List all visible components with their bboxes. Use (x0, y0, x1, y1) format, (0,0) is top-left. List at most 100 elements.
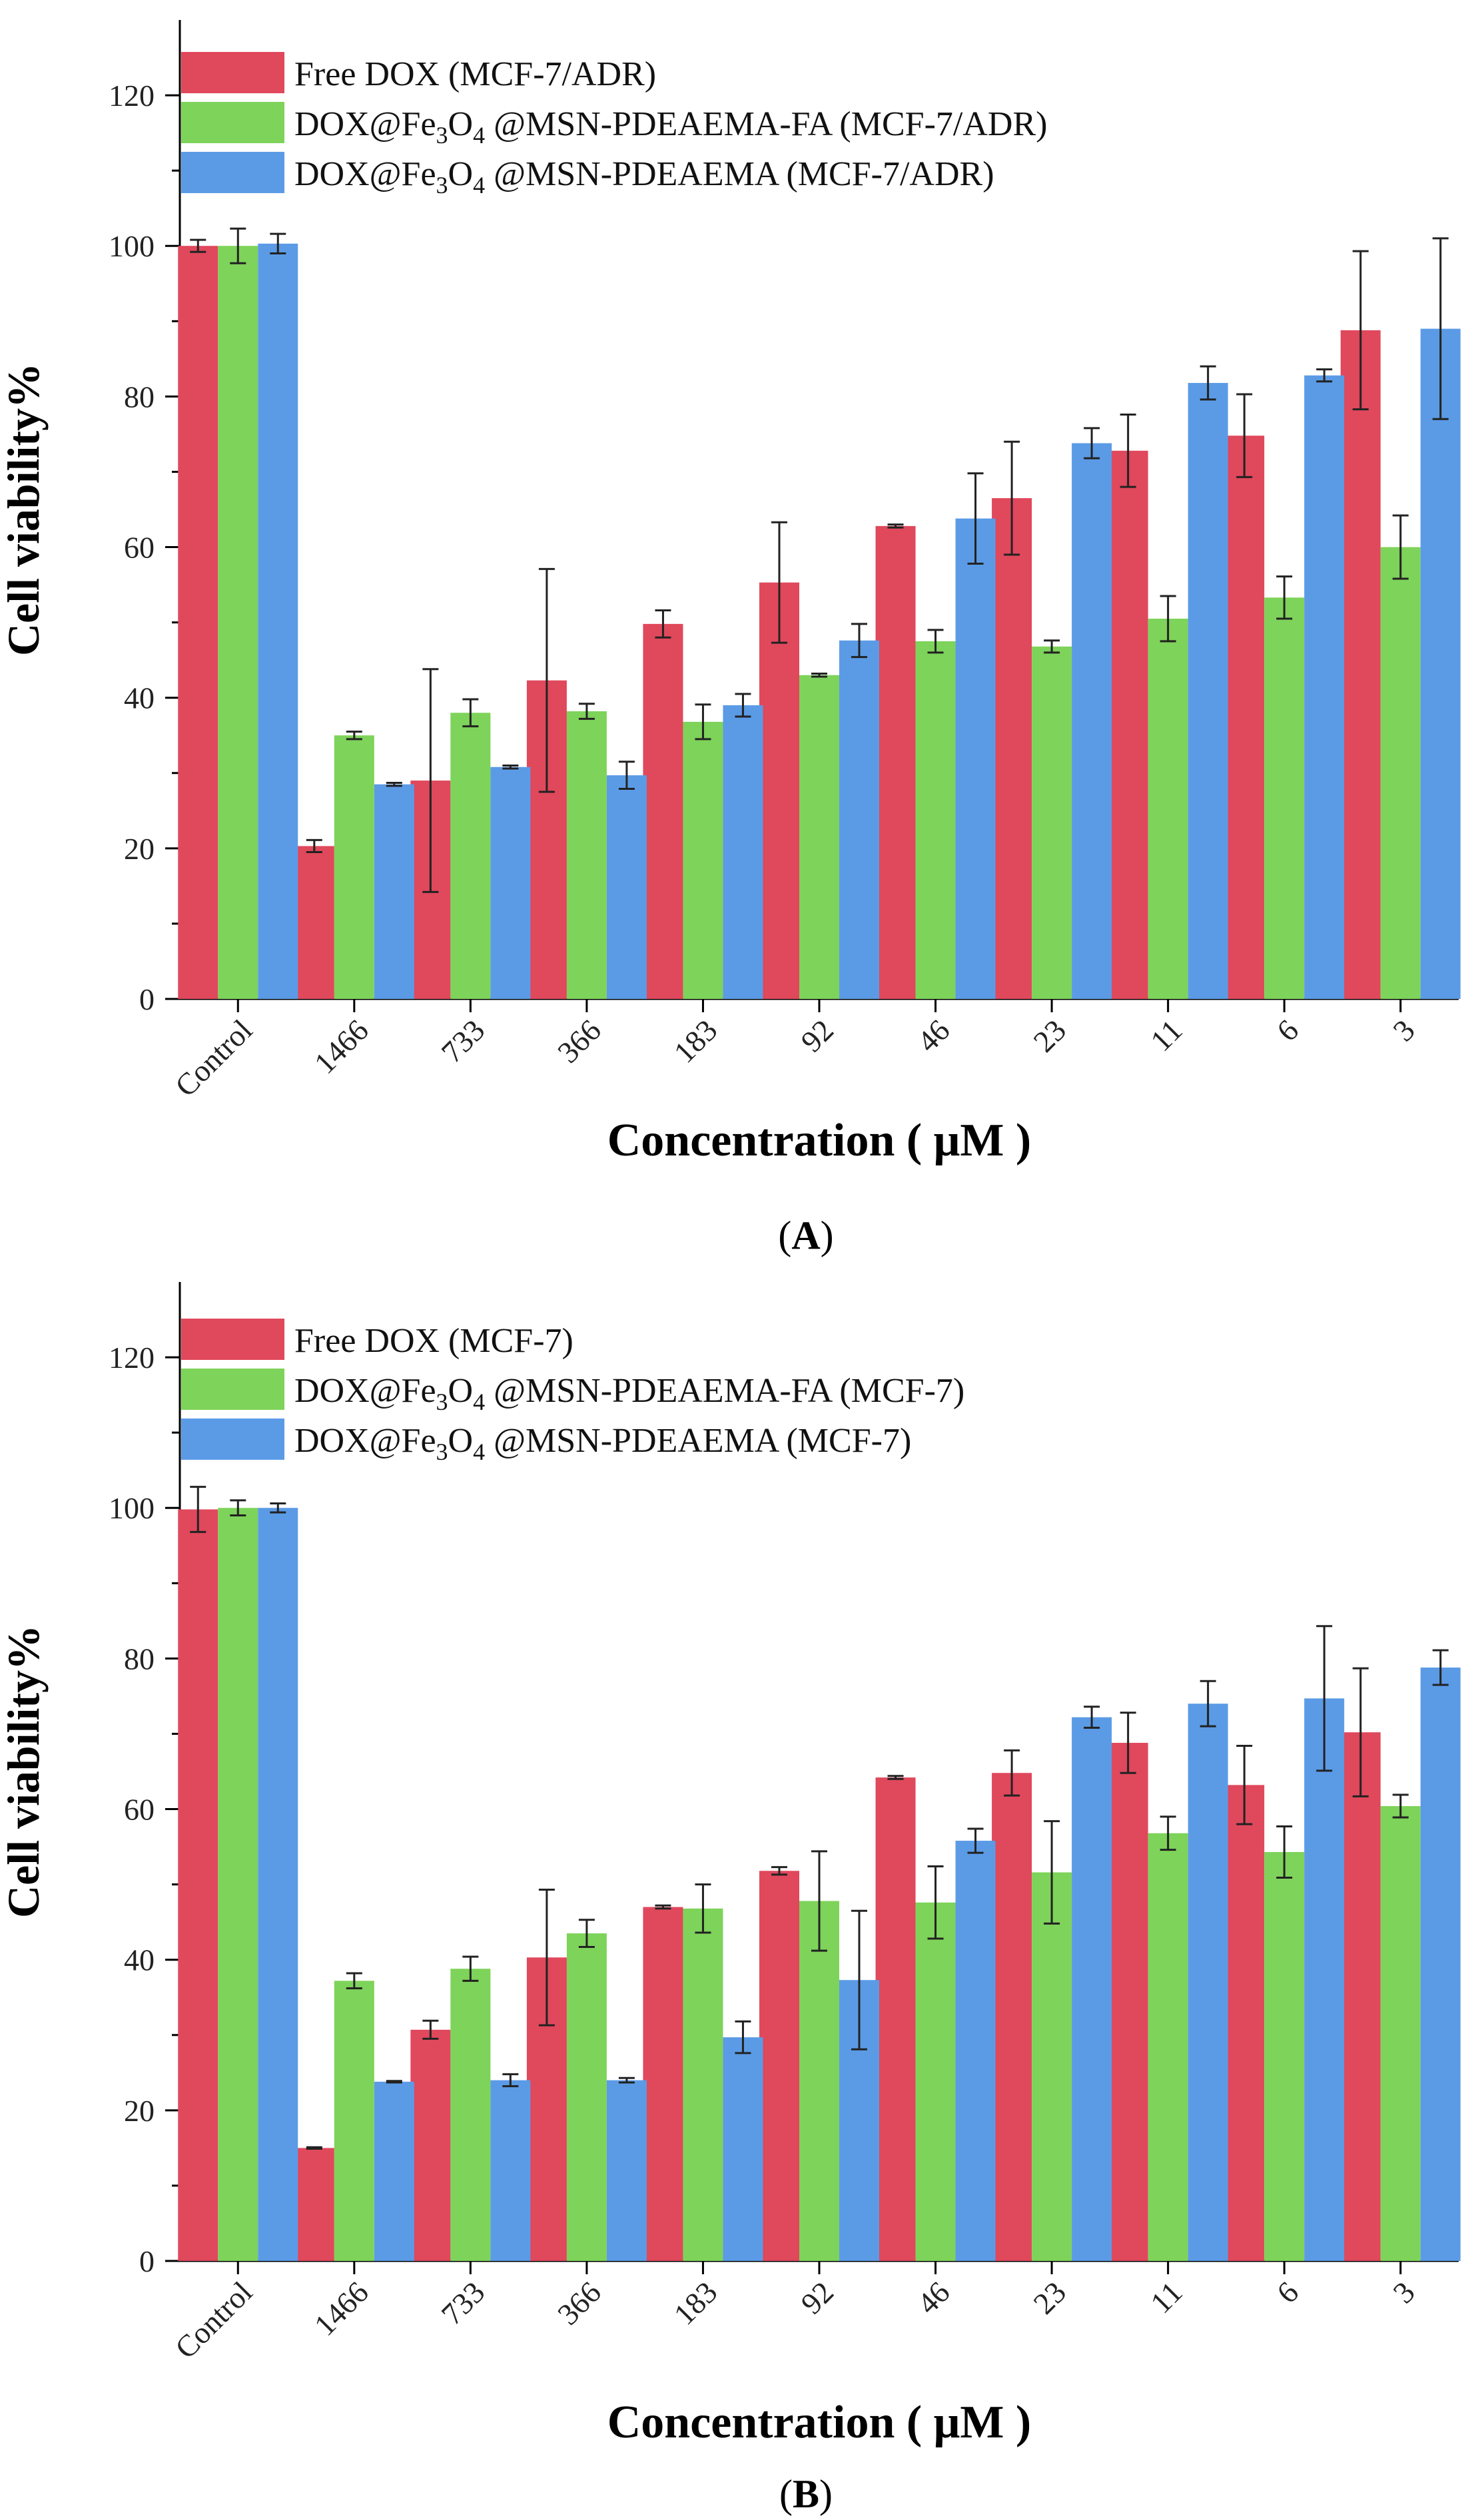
panel-label-paren: ) (819, 2472, 833, 2516)
bar (643, 623, 683, 999)
legend-text-part: O (448, 1422, 474, 1460)
x-axis-title: Concentration ( μM ) (607, 2397, 1032, 2448)
bar (1148, 1833, 1188, 2261)
bar (1032, 646, 1072, 999)
panel-label: (A) (778, 1213, 833, 1257)
y-tick-label: 20 (124, 832, 155, 866)
bar (1072, 443, 1112, 999)
bar (258, 243, 298, 999)
bar (1264, 1851, 1305, 2261)
bar (450, 713, 491, 999)
x-tick-label: 366 (551, 2275, 607, 2332)
bar (606, 775, 647, 999)
y-axis-title: Cell viability% (0, 363, 49, 656)
bar (410, 2029, 451, 2261)
bar (1380, 547, 1421, 999)
x-tick-label: 3 (1386, 1013, 1421, 1048)
bar (1264, 597, 1305, 999)
bar (374, 784, 414, 999)
legend-text-part: 3 (436, 1389, 448, 1415)
legend-swatch (181, 1369, 284, 1410)
legend-text-part: 3 (436, 1438, 448, 1465)
panel-label: (B) (779, 2472, 833, 2516)
y-tick-label: 100 (109, 1491, 155, 1525)
y-tick-label: 120 (109, 79, 155, 113)
bar (334, 735, 374, 999)
x-tick-label: 1466 (308, 1013, 375, 1080)
bar (1304, 1698, 1345, 2261)
bar (839, 640, 879, 999)
bar (643, 1907, 683, 2261)
legend-entry: DOX@Fe3O4 @MSN-PDEAEMA (MCF-7) (294, 1422, 911, 1465)
bar (1188, 1704, 1228, 2261)
x-tick-label: 6 (1270, 2275, 1305, 2310)
bar (955, 518, 996, 999)
bar (955, 1841, 996, 2261)
bar (759, 1871, 799, 2261)
x-tick-label: 46 (911, 1013, 956, 1059)
y-tick-label: 120 (109, 1341, 155, 1375)
legend-entry: Free DOX (MCF-7) (294, 1322, 573, 1360)
x-tick-label: 11 (1144, 2275, 1188, 2320)
bar (566, 1933, 607, 2261)
bar (178, 1509, 218, 2261)
bar (723, 2037, 763, 2261)
y-tick-label: 0 (139, 2244, 155, 2278)
x-tick-label: 366 (551, 1013, 607, 1070)
legend-text-part: Free DOX (MCF-7/ADR) (294, 55, 656, 93)
y-tick-label: 20 (124, 2094, 155, 2128)
x-tick-label: Control (169, 1013, 258, 1103)
y-tick-label: 80 (124, 380, 155, 414)
x-tick-label: 11 (1144, 1013, 1188, 1058)
bar (1032, 1872, 1072, 2261)
panel-label-paren: ) (821, 1213, 834, 1257)
legend-text-part: DOX@Fe (294, 105, 436, 143)
bar (1340, 330, 1381, 999)
x-tick-label: 183 (667, 1013, 724, 1070)
bar (1340, 1732, 1381, 2261)
bar (450, 1969, 491, 2261)
bar (490, 767, 531, 999)
x-tick-label: 23 (1027, 1013, 1073, 1059)
bar (334, 1981, 374, 2261)
bar (374, 2081, 414, 2261)
bar (566, 711, 607, 999)
bar (1148, 618, 1188, 999)
y-tick-label: 100 (109, 229, 155, 263)
legend-text-part: 4 (473, 1438, 485, 1465)
y-tick-label: 60 (124, 1793, 155, 1827)
legend-text-part: Free DOX (MCF-7) (294, 1322, 573, 1360)
x-tick-label: 46 (911, 2275, 956, 2321)
bar (992, 498, 1032, 999)
bar (294, 846, 334, 999)
bar (1108, 1743, 1148, 2261)
legend-text-part: 4 (473, 122, 485, 149)
bar (1224, 436, 1265, 999)
bar (992, 1773, 1032, 2261)
bar (683, 721, 723, 999)
y-tick-label: 40 (124, 1943, 155, 1977)
panel-label-paren: ( (778, 1213, 791, 1257)
bar (799, 1901, 839, 2261)
x-tick-label: 733 (435, 1013, 492, 1070)
bar (723, 705, 763, 999)
x-axis-title: Concentration ( μM ) (607, 1115, 1032, 1166)
legend-text-part: O (448, 1372, 474, 1410)
legend-swatch (181, 1319, 284, 1360)
legend-entry: DOX@Fe3O4 @MSN-PDEAEMA-FA (MCF-7) (294, 1372, 964, 1415)
bar (490, 2080, 531, 2261)
bar (258, 1508, 298, 2261)
legend-entry: Free DOX (MCF-7/ADR) (294, 55, 656, 93)
bar (759, 582, 799, 999)
legend-text-part: 3 (436, 122, 448, 149)
legend-entry: DOX@Fe3O4 @MSN-PDEAEMA-FA (MCF-7/ADR) (294, 105, 1047, 149)
x-tick-label: 92 (794, 1013, 840, 1059)
legend-text-part: DOX@Fe (294, 1422, 436, 1460)
panel-label-letter: A (791, 1213, 820, 1257)
x-tick-label: 733 (435, 2275, 492, 2332)
bar (915, 1902, 956, 2261)
legend-text-part: 4 (473, 1389, 485, 1415)
